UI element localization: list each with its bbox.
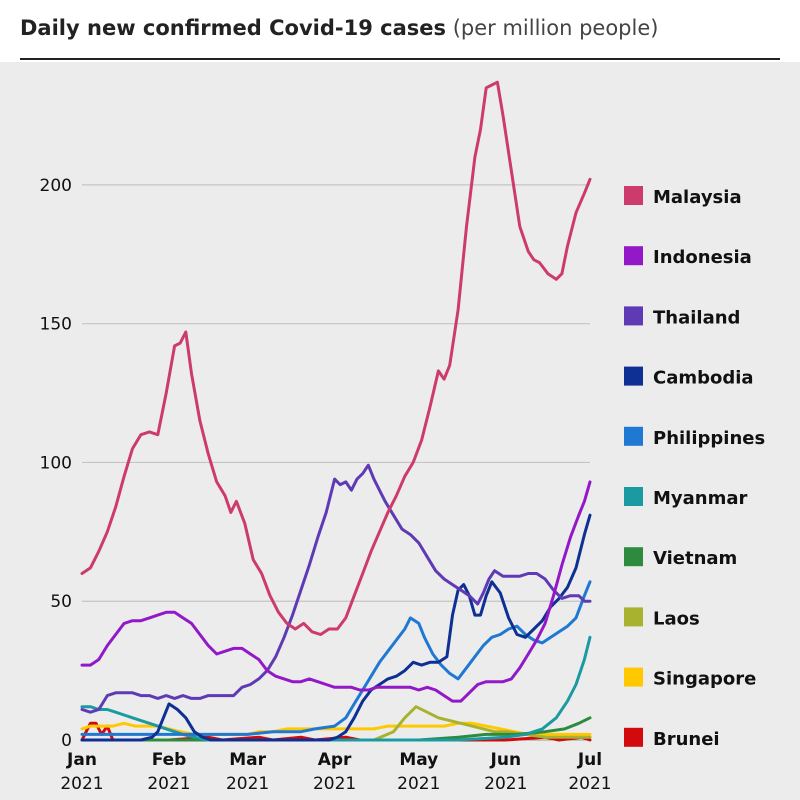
x-tick-label-may: May [399,750,438,770]
chart-title: Daily new confirmed Covid-19 cases (per … [20,16,658,40]
series-line-thailand [80,463,592,714]
legend-swatch-myanmar [624,487,643,506]
legend-swatch-laos [624,607,643,627]
legend-swatch-malaysia [624,186,643,205]
x-tick-label-jan: Jan [66,750,97,770]
x-tick-year-feb: 2021 [147,774,190,794]
chart-title-main: Daily new confirmed Covid-19 cases [20,16,446,40]
legend-label-laos: Laos [653,608,700,629]
y-tick-label-100: 100 [40,453,72,473]
x-tick-label-apr: Apr [318,750,352,770]
x-tick-year-apr: 2021 [313,774,356,794]
legend-label-malaysia: Malaysia [653,187,742,208]
legend-swatch-singapore [624,667,643,687]
y-tick-label-150: 150 [40,315,72,335]
y-tick-label-0: 0 [61,731,72,751]
legend-label-thailand: Thailand [653,307,740,328]
legend-swatch-thailand [624,306,643,326]
x-tick-label-jun: Jun [490,750,522,770]
series-line-malaysia [80,80,592,636]
legend-label-philippines: Philippines [653,428,765,449]
series-line-cambodia [80,513,592,742]
series-line-indonesia [80,480,592,703]
series-line-philippines [80,580,592,736]
chart-header: Daily new confirmed Covid-19 cases (per … [0,0,800,62]
x-tick-label-jul: Jul [577,750,602,770]
x-tick-year-jun: 2021 [484,774,527,794]
chart-title-sub: (per million people) [452,16,659,40]
x-tick-year-mar: 2021 [226,774,269,794]
legend-swatch-brunei [624,727,643,747]
x-tick-label-mar: Mar [229,750,266,770]
legend-label-singapore: Singapore [653,669,756,690]
series-line-vietnam [80,716,592,742]
y-tick-label-50: 50 [50,592,72,612]
y-tick-label-200: 200 [40,176,72,196]
legend-swatch-cambodia [624,366,643,386]
legend-label-cambodia: Cambodia [653,368,754,389]
legend-label-indonesia: Indonesia [653,247,752,268]
x-tick-year-jul: 2021 [568,774,611,794]
x-tick-year-jan: 2021 [60,774,103,794]
legend-swatch-vietnam [624,547,643,567]
x-tick-label-feb: Feb [152,750,187,770]
x-tick-year-may: 2021 [397,774,440,794]
legend-label-myanmar: Myanmar [653,488,748,509]
legend-label-brunei: Brunei [653,729,720,750]
legend-label-vietnam: Vietnam [653,548,737,569]
header-divider [20,58,780,60]
legend-swatch-philippines [624,426,643,446]
legend-swatch-indonesia [624,246,643,266]
